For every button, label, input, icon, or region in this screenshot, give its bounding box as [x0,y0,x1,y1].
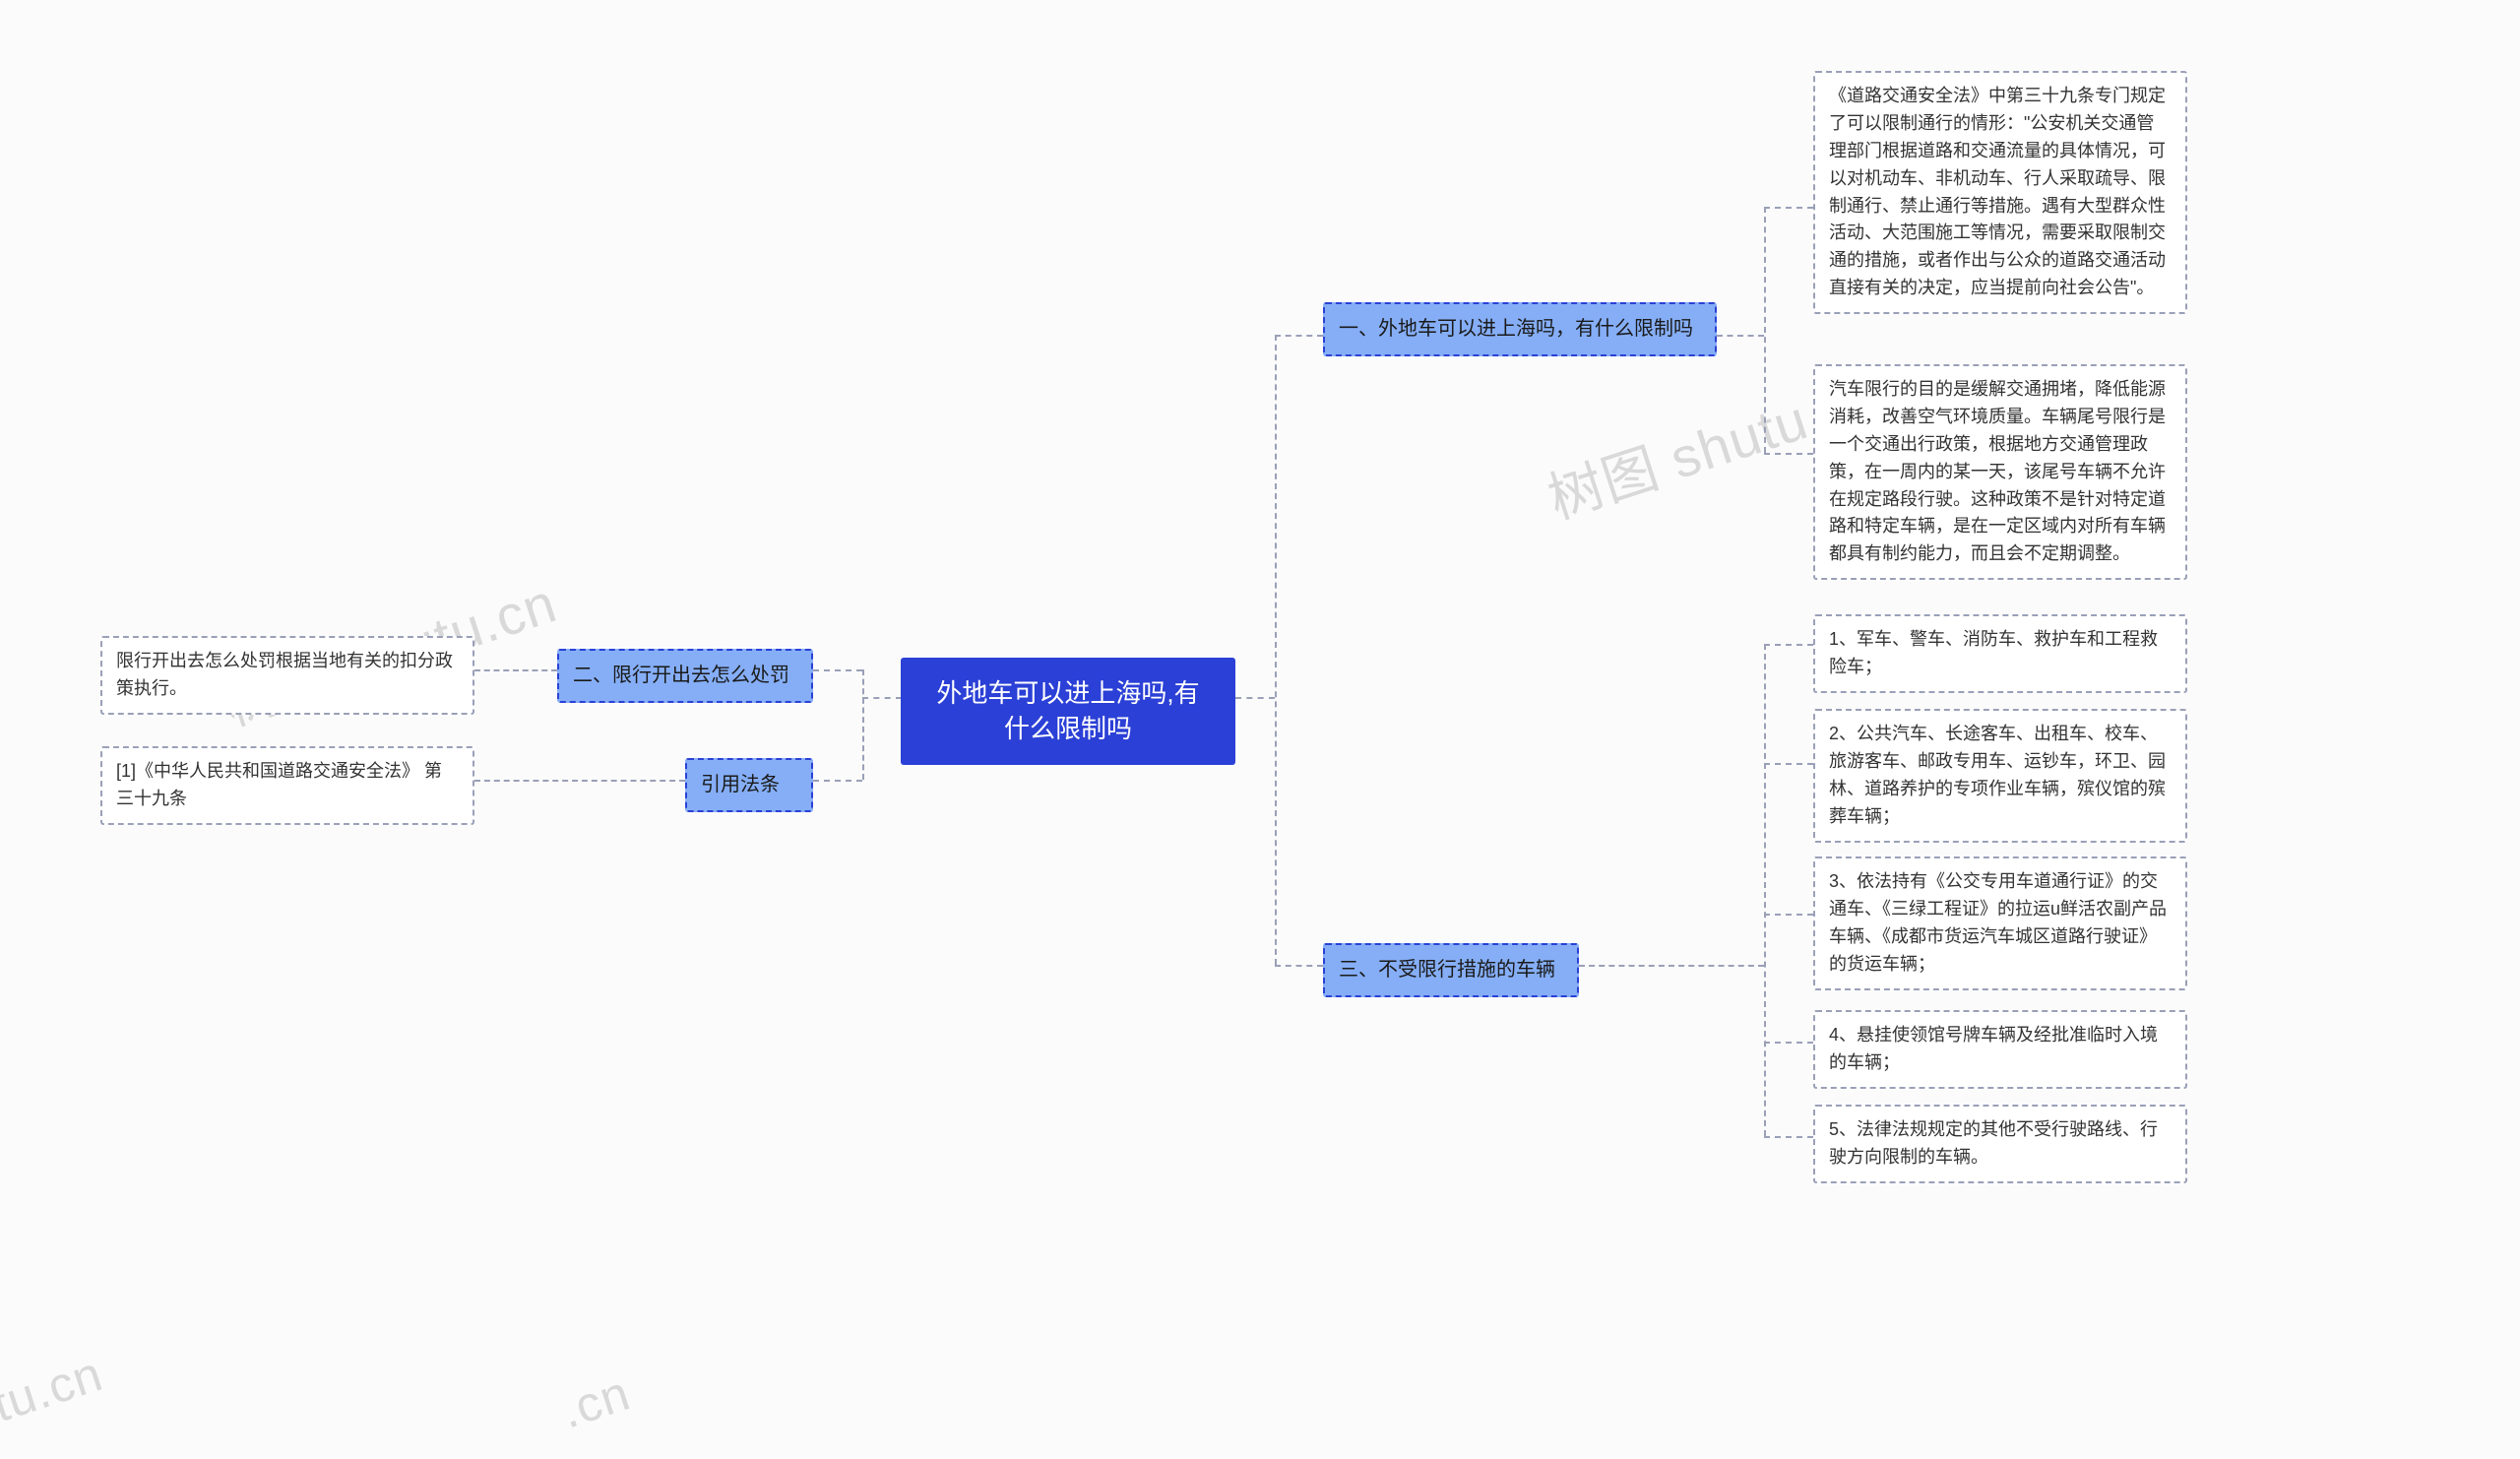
connector [1275,335,1323,337]
connector [1235,697,1275,699]
connector [474,669,557,671]
connector [1764,207,1813,209]
connector [813,669,862,671]
connector [862,697,902,699]
connector [1764,914,1813,916]
leaf-b3-2: 2、公共汽车、长途客车、出租车、校车、旅游客车、邮政专用车、运钞车，环卫、园林、… [1813,709,2187,843]
connector [813,780,862,782]
leaf-b3-4: 4、悬挂使领馆号牌车辆及经批准临时入境的车辆； [1813,1010,2187,1089]
connector [1764,1042,1813,1044]
connector [862,669,864,780]
connector [1764,644,1813,646]
leaf-b3-3: 3、依法持有《公交专用车道通行证》的交通车、《三绿工程证》的拉运u鲜活农副产品车… [1813,856,2187,990]
root-node[interactable]: 外地车可以进上海吗,有什么限制吗 [901,658,1235,765]
leaf-b3-5: 5、法律法规规定的其他不受行驶路线、行驶方向限制的车辆。 [1813,1105,2187,1183]
connector [1717,335,1764,337]
leaf-b1-2: 汽车限行的目的是缓解交通拥堵，降低能源消耗，改善空气环境质量。车辆尾号限行是一个… [1813,364,2187,580]
connector [1764,763,1813,765]
branch-1[interactable]: 一、外地车可以进上海吗，有什么限制吗 [1323,302,1717,356]
branch-3[interactable]: 三、不受限行措施的车辆 [1323,943,1579,997]
connector [474,780,685,782]
watermark: .cn [554,1364,637,1440]
leaf-b2-1: 限行开出去怎么处罚根据当地有关的扣分政策执行。 [100,636,474,715]
leaf-ref-1: [1]《中华人民共和国道路交通安全法》 第三十九条 [100,746,474,825]
connector [1275,965,1323,967]
watermark: shutu.cn [0,1345,109,1459]
leaf-b1-1: 《道路交通安全法》中第三十九条专门规定了可以限制通行的情形："公安机关交通管理部… [1813,71,2187,314]
connector [1764,644,1766,1136]
leaf-b3-1: 1、军车、警车、消防车、救护车和工程救险车； [1813,614,2187,693]
connector [1764,1136,1813,1138]
branch-2[interactable]: 二、限行开出去怎么处罚 [557,649,813,703]
connector [1764,453,1813,455]
branch-ref[interactable]: 引用法条 [685,758,813,812]
connector [1275,335,1277,965]
connector [1764,207,1766,453]
connector [1579,965,1764,967]
